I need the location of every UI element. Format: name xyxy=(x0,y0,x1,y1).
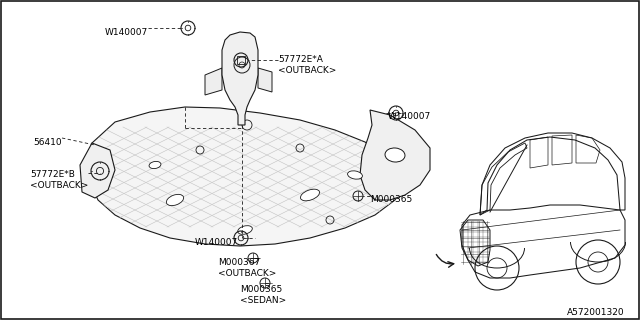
Ellipse shape xyxy=(300,189,319,201)
Text: <OUTBACK>: <OUTBACK> xyxy=(218,269,276,278)
Text: 56410: 56410 xyxy=(33,138,62,147)
Text: 57772E*B: 57772E*B xyxy=(30,170,75,179)
Polygon shape xyxy=(360,110,430,200)
Text: M000365: M000365 xyxy=(240,285,282,294)
Text: 57772E*A: 57772E*A xyxy=(278,55,323,64)
Polygon shape xyxy=(80,143,115,198)
Ellipse shape xyxy=(149,161,161,169)
Bar xyxy=(237,56,245,64)
Ellipse shape xyxy=(237,226,252,234)
Text: W140007: W140007 xyxy=(105,28,148,37)
Polygon shape xyxy=(258,68,272,92)
Text: M000365: M000365 xyxy=(370,195,412,204)
Text: W140007: W140007 xyxy=(388,112,431,121)
Text: <OUTBACK>: <OUTBACK> xyxy=(278,66,337,75)
Ellipse shape xyxy=(348,171,362,179)
Polygon shape xyxy=(222,32,258,125)
Text: <OUTBACK>: <OUTBACK> xyxy=(30,181,88,190)
Polygon shape xyxy=(90,107,405,246)
Text: W140007: W140007 xyxy=(195,238,238,247)
Ellipse shape xyxy=(385,148,405,162)
Ellipse shape xyxy=(166,194,184,206)
Text: <SEDAN>: <SEDAN> xyxy=(240,296,286,305)
Text: M000367: M000367 xyxy=(218,258,260,267)
Text: A572001320: A572001320 xyxy=(568,308,625,317)
Polygon shape xyxy=(205,68,222,95)
